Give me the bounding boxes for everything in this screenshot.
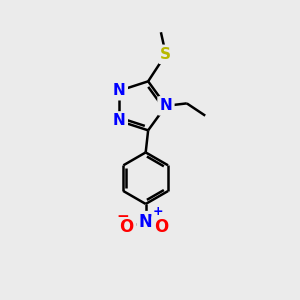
Text: N: N bbox=[113, 83, 126, 98]
Text: N: N bbox=[139, 213, 153, 231]
Text: O: O bbox=[119, 218, 134, 236]
Text: N: N bbox=[160, 98, 172, 113]
Text: O: O bbox=[154, 218, 168, 236]
Text: −: − bbox=[116, 209, 129, 224]
Text: S: S bbox=[160, 47, 171, 62]
Text: N: N bbox=[113, 113, 126, 128]
Text: +: + bbox=[153, 206, 163, 218]
